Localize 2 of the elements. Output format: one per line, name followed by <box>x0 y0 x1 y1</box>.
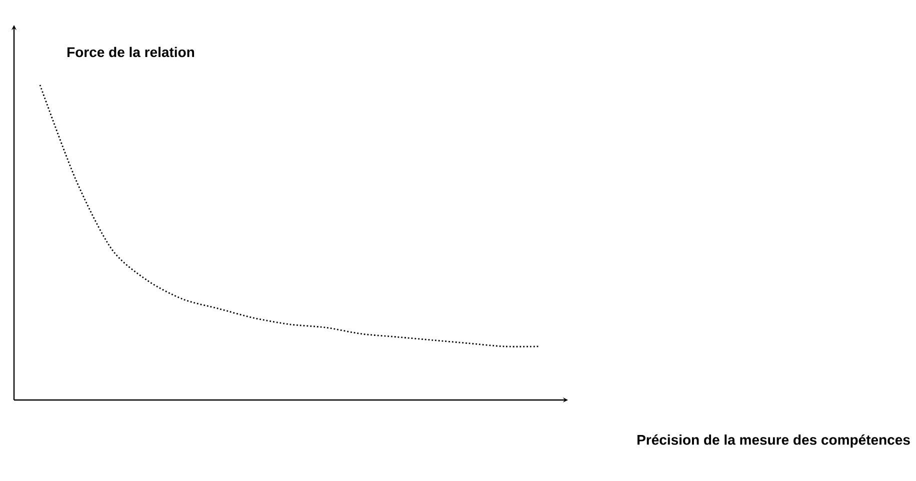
text: Précision de la mesure des compétences <box>638 434 910 448</box>
y-axis-title: Force de la relation <box>67 46 194 58</box>
